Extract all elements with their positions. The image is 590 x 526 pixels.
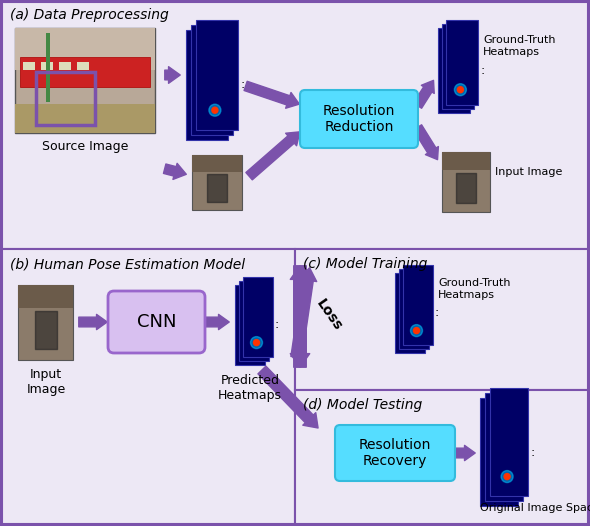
Circle shape: [250, 322, 255, 328]
Text: Original Image Space: Original Image Space: [480, 503, 590, 513]
FancyBboxPatch shape: [295, 249, 588, 390]
Text: :: :: [480, 64, 484, 77]
FancyBboxPatch shape: [300, 90, 418, 148]
Text: (a) Data Preprocessing: (a) Data Preprocessing: [10, 8, 169, 22]
FancyBboxPatch shape: [403, 265, 433, 345]
FancyBboxPatch shape: [2, 249, 295, 524]
FancyBboxPatch shape: [20, 57, 150, 87]
FancyBboxPatch shape: [235, 285, 265, 365]
Text: :: :: [240, 78, 244, 92]
FancyBboxPatch shape: [15, 28, 155, 133]
Circle shape: [453, 65, 460, 71]
FancyBboxPatch shape: [186, 30, 228, 140]
FancyBboxPatch shape: [395, 273, 425, 353]
Circle shape: [494, 411, 500, 417]
FancyBboxPatch shape: [77, 62, 89, 69]
Text: (d) Model Testing: (d) Model Testing: [303, 398, 422, 412]
FancyArrowPatch shape: [414, 80, 434, 108]
FancyBboxPatch shape: [15, 28, 155, 70]
FancyArrowPatch shape: [79, 315, 107, 330]
FancyArrowPatch shape: [291, 268, 317, 358]
Text: Source Image: Source Image: [42, 140, 128, 153]
FancyBboxPatch shape: [335, 425, 455, 481]
Circle shape: [251, 337, 263, 349]
FancyBboxPatch shape: [196, 20, 238, 130]
Text: Ground-Truth
Heatmaps: Ground-Truth Heatmaps: [483, 35, 556, 57]
FancyBboxPatch shape: [442, 152, 490, 212]
Text: Ground-Truth
Heatmaps: Ground-Truth Heatmaps: [438, 278, 510, 300]
Circle shape: [407, 307, 418, 319]
Circle shape: [450, 41, 455, 46]
FancyBboxPatch shape: [442, 24, 474, 109]
Circle shape: [447, 37, 458, 49]
Circle shape: [242, 295, 254, 307]
Text: :: :: [435, 307, 439, 319]
FancyArrowPatch shape: [165, 67, 180, 83]
Text: CNN: CNN: [137, 313, 176, 331]
FancyBboxPatch shape: [295, 390, 588, 524]
FancyBboxPatch shape: [243, 277, 273, 357]
Circle shape: [414, 328, 419, 333]
Text: Input
Image: Input Image: [27, 368, 65, 396]
FancyArrowPatch shape: [414, 125, 438, 160]
Circle shape: [457, 87, 463, 93]
FancyBboxPatch shape: [18, 285, 73, 360]
FancyBboxPatch shape: [239, 281, 269, 361]
FancyBboxPatch shape: [490, 388, 528, 496]
Text: Loss: Loss: [313, 297, 345, 333]
Circle shape: [504, 473, 510, 480]
Circle shape: [212, 107, 218, 113]
Text: Resolution
Reduction: Resolution Reduction: [323, 104, 395, 134]
Text: :: :: [275, 319, 279, 331]
FancyArrowPatch shape: [205, 315, 230, 330]
FancyBboxPatch shape: [15, 104, 155, 133]
Circle shape: [254, 340, 260, 346]
Circle shape: [402, 283, 415, 295]
Circle shape: [499, 444, 505, 450]
FancyBboxPatch shape: [108, 291, 205, 353]
Text: Resolution
Recovery: Resolution Recovery: [359, 438, 431, 468]
Circle shape: [245, 298, 251, 304]
FancyArrowPatch shape: [290, 266, 310, 367]
Circle shape: [405, 286, 411, 292]
Circle shape: [199, 44, 211, 56]
Circle shape: [411, 325, 422, 337]
FancyBboxPatch shape: [192, 155, 242, 171]
FancyBboxPatch shape: [59, 62, 71, 69]
FancyBboxPatch shape: [480, 398, 518, 506]
FancyBboxPatch shape: [23, 62, 35, 69]
FancyArrowPatch shape: [244, 82, 299, 108]
Text: (b) Human Pose Estimation Model: (b) Human Pose Estimation Model: [10, 257, 245, 271]
FancyArrowPatch shape: [258, 366, 318, 428]
FancyArrowPatch shape: [290, 266, 310, 367]
FancyBboxPatch shape: [18, 285, 73, 308]
Circle shape: [207, 79, 213, 85]
FancyBboxPatch shape: [192, 155, 242, 210]
FancyArrowPatch shape: [246, 132, 300, 180]
Circle shape: [409, 310, 415, 316]
Circle shape: [450, 62, 463, 74]
FancyArrowPatch shape: [456, 446, 475, 461]
Circle shape: [202, 47, 208, 53]
FancyArrowPatch shape: [163, 163, 186, 179]
FancyBboxPatch shape: [41, 62, 53, 69]
Text: :: :: [530, 446, 535, 459]
Circle shape: [247, 319, 258, 331]
FancyBboxPatch shape: [2, 2, 588, 249]
FancyBboxPatch shape: [46, 33, 50, 102]
FancyBboxPatch shape: [446, 20, 478, 105]
Circle shape: [501, 471, 513, 482]
Circle shape: [454, 84, 467, 96]
FancyBboxPatch shape: [485, 393, 523, 501]
FancyBboxPatch shape: [438, 28, 470, 113]
Circle shape: [491, 408, 503, 420]
FancyBboxPatch shape: [191, 25, 233, 135]
Circle shape: [496, 441, 508, 453]
Text: Predicted
Heatmaps: Predicted Heatmaps: [218, 374, 282, 402]
FancyBboxPatch shape: [399, 269, 429, 349]
Circle shape: [209, 104, 221, 116]
Text: Input Image: Input Image: [495, 167, 562, 177]
Text: (c) Model Training: (c) Model Training: [303, 257, 427, 271]
Circle shape: [204, 76, 216, 88]
